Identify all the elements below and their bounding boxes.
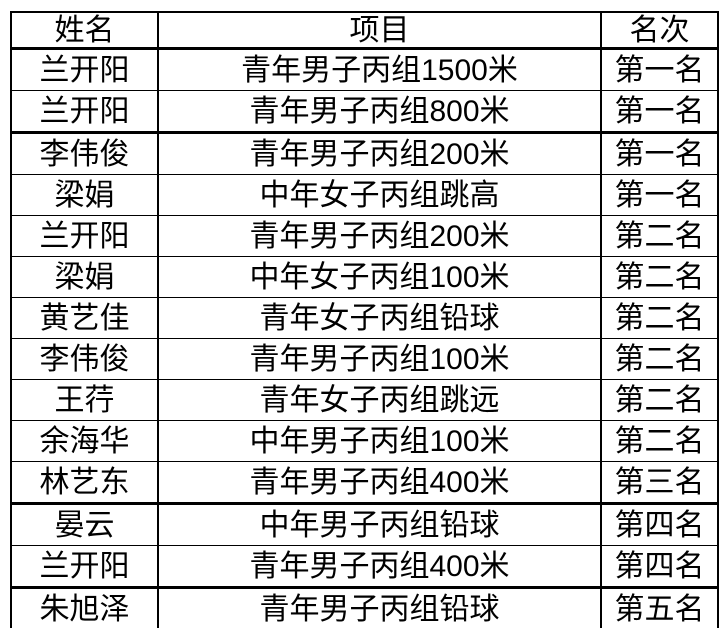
table-row: 黄艺佳 青年女子丙组铅球 第二名 <box>10 297 719 339</box>
event-cell: 青年女子丙组跳远 <box>157 379 602 421</box>
table-body: 兰开阳 青年男子丙组1500米 第一名 兰开阳 青年男子丙组800米 第一名 李伟俊 青年男子… <box>10 48 719 628</box>
table-row: 梁娟 中年女子丙组跳高 第一名 <box>10 174 719 216</box>
name-cell: 林艺东 <box>10 461 159 505</box>
rank-cell: 第四名 <box>600 545 719 589</box>
table-row: 兰开阳 青年男子丙组200米 第二名 <box>10 215 719 257</box>
table-row: 余海华 中年男子丙组100米 第二名 <box>10 420 719 462</box>
event-cell: 青年女子丙组铅球 <box>157 297 602 339</box>
table-row: 兰开阳 青年男子丙组1500米 第一名 <box>10 48 719 91</box>
table-row: 李伟俊 青年男子丙组200米 第一名 <box>10 132 719 175</box>
rank-cell: 第二名 <box>600 215 719 257</box>
event-cell: 青年男子丙组200米 <box>157 132 602 175</box>
event-cell: 青年男子丙组400米 <box>157 545 602 589</box>
name-cell: 余海华 <box>10 420 159 462</box>
name-cell: 王荇 <box>10 379 159 421</box>
name-cell: 李伟俊 <box>10 338 159 380</box>
rank-cell: 第一名 <box>600 90 719 134</box>
event-cell: 青年男子丙组100米 <box>157 338 602 380</box>
name-cell: 李伟俊 <box>10 132 159 175</box>
event-cell: 青年男子丙组800米 <box>157 90 602 134</box>
name-cell: 兰开阳 <box>10 90 159 134</box>
name-cell: 兰开阳 <box>10 48 159 91</box>
event-cell: 青年男子丙组400米 <box>157 461 602 505</box>
rank-cell: 第二名 <box>600 297 719 339</box>
column-header-event: 项目 <box>157 11 602 50</box>
header-row: 姓名 项目 名次 <box>10 11 719 50</box>
name-cell: 黄艺佳 <box>10 297 159 339</box>
rank-cell: 第二名 <box>600 420 719 462</box>
rank-cell: 第二名 <box>600 256 719 298</box>
rank-cell: 第二名 <box>600 338 719 380</box>
rank-cell: 第一名 <box>600 48 719 91</box>
name-cell: 朱旭泽 <box>10 587 159 628</box>
table-row: 朱旭泽 青年男子丙组铅球 第五名 <box>10 587 719 628</box>
event-cell: 青年男子丙组200米 <box>157 215 602 257</box>
rank-cell: 第四名 <box>600 503 719 546</box>
table-row: 李伟俊 青年男子丙组100米 第二名 <box>10 338 719 380</box>
rank-cell: 第一名 <box>600 132 719 175</box>
rank-cell: 第五名 <box>600 587 719 628</box>
table-row: 梁娟 中年女子丙组100米 第二名 <box>10 256 719 298</box>
name-cell: 梁娟 <box>10 174 159 216</box>
name-cell: 兰开阳 <box>10 215 159 257</box>
rank-cell: 第一名 <box>600 174 719 216</box>
name-cell: 晏云 <box>10 503 159 546</box>
table-row: 林艺东 青年男子丙组400米 第三名 <box>10 461 719 505</box>
event-cell: 中年男子丙组铅球 <box>157 503 602 546</box>
name-cell: 兰开阳 <box>10 545 159 589</box>
event-cell: 中年女子丙组100米 <box>157 256 602 298</box>
rank-cell: 第三名 <box>600 461 719 505</box>
name-cell: 梁娟 <box>10 256 159 298</box>
event-cell: 中年女子丙组跳高 <box>157 174 602 216</box>
event-cell: 青年男子丙组铅球 <box>157 587 602 628</box>
event-cell: 青年男子丙组1500米 <box>157 48 602 91</box>
table-row: 兰开阳 青年男子丙组400米 第四名 <box>10 545 719 589</box>
results-table: 姓名 项目 名次 兰开阳 青年男子丙组1500米 第一名 兰开阳 青年男子丙组800米第… <box>10 11 719 628</box>
column-header-rank: 名次 <box>600 11 719 50</box>
table-row: 晏云 中年男子丙组铅球 第四名 <box>10 503 719 546</box>
event-cell: 中年男子丙组100米 <box>157 420 602 462</box>
column-header-name: 姓名 <box>10 11 159 50</box>
table-row: 兰开阳 青年男子丙组800米 第一名 <box>10 90 719 134</box>
table-row: 王荇 青年女子丙组跳远 第二名 <box>10 379 719 421</box>
rank-cell: 第二名 <box>600 379 719 421</box>
